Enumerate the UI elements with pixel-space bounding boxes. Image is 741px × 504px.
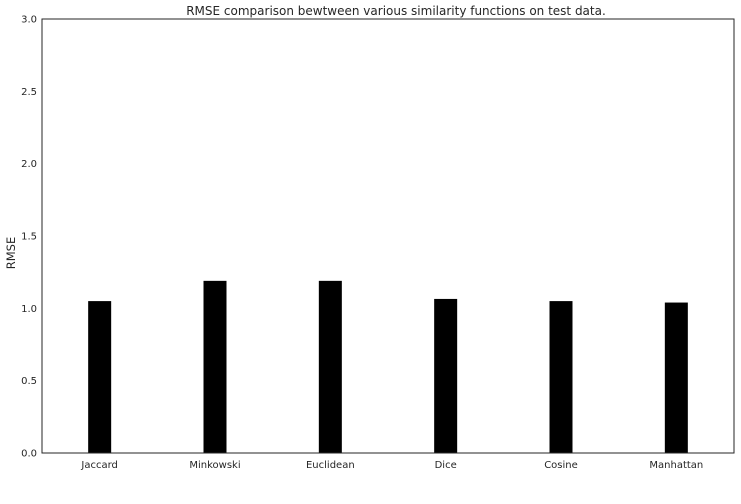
chart-title: RMSE comparison bewtween various similar… (186, 4, 606, 18)
y-ticks-group: 0.0 0.5 1.0 1.5 2.0 2.5 3.0 (21, 15, 37, 460)
bar-euclidean (318, 280, 342, 453)
y-axis-label: RMSE (4, 237, 18, 269)
x-tick-label-euclidean: Euclidean (306, 460, 355, 471)
y-tick-label: 2.5 (21, 87, 37, 98)
y-tick-label: 0.0 (21, 449, 37, 460)
bar-cosine (549, 301, 573, 453)
x-tick-label-minkowski: Minkowski (189, 460, 240, 471)
y-tick-label: 0.5 (21, 376, 37, 387)
bars-group (88, 280, 688, 453)
x-tick-label-dice: Dice (435, 460, 457, 471)
x-ticks-group: Jaccard Minkowski Euclidean Dice Cosine Manha… (80, 460, 703, 471)
x-tick-label-manhattan: Manhattan (649, 460, 703, 471)
bar-jaccard (88, 301, 112, 453)
y-tick-label: 3.0 (21, 15, 37, 26)
bar-manhattan (664, 302, 688, 453)
y-tick-label: 1.5 (21, 232, 37, 243)
plot-frame (41, 18, 735, 454)
x-tick-label-cosine: Cosine (544, 460, 578, 471)
y-tick-label: 1.0 (21, 304, 37, 315)
bar-dice (434, 298, 458, 453)
bar-minkowski (203, 280, 227, 453)
x-tick-label-jaccard: Jaccard (80, 460, 117, 471)
y-tick-label: 2.0 (21, 159, 37, 170)
